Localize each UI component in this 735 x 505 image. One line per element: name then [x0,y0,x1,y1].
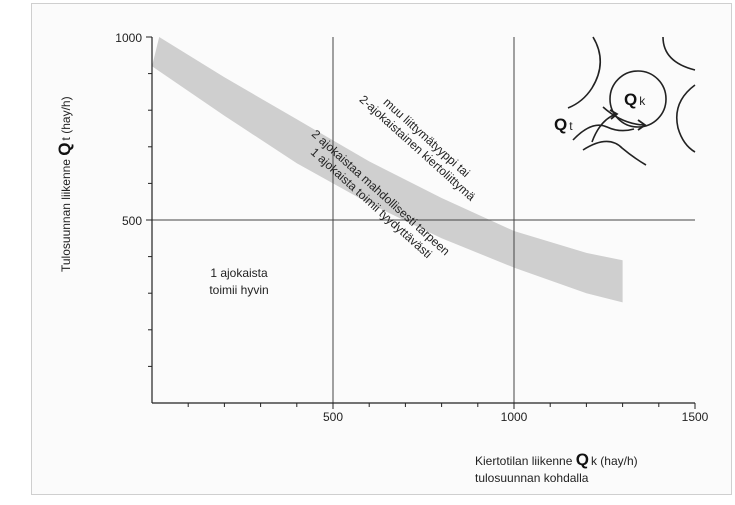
x-tick-label-500: 500 [323,410,343,424]
road-edge-top-left [567,36,602,109]
y-tick-label-500: 500 [122,214,142,228]
entry-arrowhead [609,109,619,120]
x-tick-label-1000: 1000 [501,410,528,424]
annotation-one-lane-ok-line1: 1 ajokaista [210,266,268,280]
circulating-arrow [602,106,645,126]
road-edge-bottom-left [582,140,647,166]
y-tick-label-1000: 1000 [115,31,142,45]
annotation-one-lane-ok-line2: toimii hyvin [209,283,268,297]
roundabout-circle [609,70,667,128]
road-edge-right [676,84,696,153]
circulating-arrowhead [637,119,647,131]
x-tick-label-1500: 1500 [682,410,709,424]
roundabout-inset [567,36,696,166]
road-edge-inner [572,124,635,141]
road-edge-top-right [662,36,696,71]
y-axis-label: Tulosuunnan liikenne Qt (hay/h) [55,96,74,272]
capacity-band [152,37,623,303]
x-axis-label-line2: tulosuunnan kohdalla [475,471,589,485]
